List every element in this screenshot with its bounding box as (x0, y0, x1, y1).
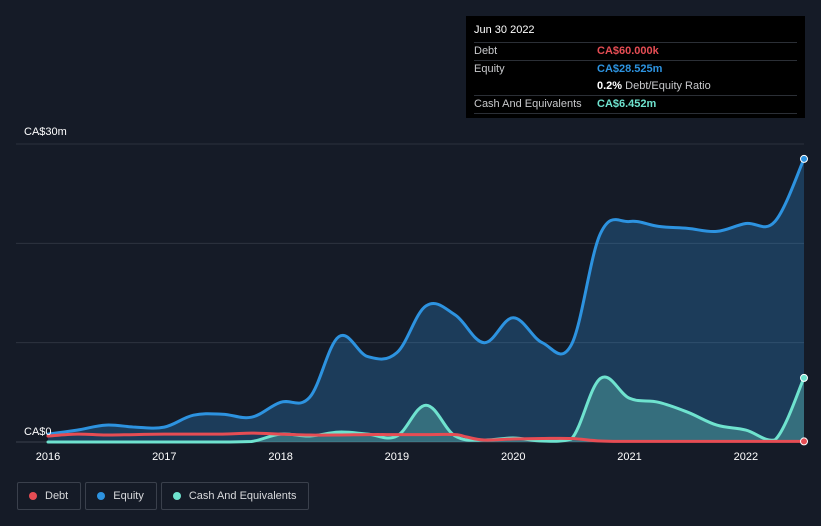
end-markers (800, 154, 808, 446)
x-tick-2020: 2020 (501, 451, 525, 463)
cash-line (46, 375, 806, 444)
tooltip-cash-label: Cash And Equivalents (474, 98, 582, 110)
debt-end-marker (800, 437, 808, 446)
x-tick-2017: 2017 (152, 451, 176, 463)
tooltip-ratio-row: 0.2% Debt/Equity Ratio (474, 78, 797, 95)
data-tooltip: Jun 30 2022 Debt CA$60.000k Equity CA$28… (466, 16, 805, 118)
y-axis-max-label: CA$30m (24, 126, 67, 138)
chart-legend: Debt Equity Cash And Equivalents (17, 482, 313, 510)
x-tick-2016: 2016 (36, 451, 60, 463)
x-tick-2018: 2018 (268, 451, 292, 463)
cash-end-marker (800, 373, 808, 382)
debt-line (46, 431, 806, 443)
equity-area (48, 158, 804, 442)
legend-item-debt[interactable]: Debt (17, 482, 82, 510)
tooltip-debt-row: Debt CA$60.000k (474, 42, 797, 60)
tooltip-equity-label: Equity (474, 63, 505, 75)
tooltip-ratio-value: 0.2% (597, 80, 623, 92)
x-axis-ticks: 2016 2017 2018 2019 2020 2021 2022 (36, 451, 758, 463)
tooltip-ratio: 0.2% Debt/Equity Ratio (597, 78, 711, 95)
series-lines (46, 157, 806, 444)
legend-debt-label: Debt (45, 490, 69, 502)
cash-dot-icon (172, 492, 181, 500)
tooltip-debt-label: Debt (474, 45, 498, 57)
legend-equity-label: Equity (113, 490, 144, 502)
cash-area (48, 376, 804, 442)
legend-item-equity[interactable]: Equity (85, 482, 157, 510)
tooltip-equity-row: Equity CA$28.525m (474, 60, 797, 78)
legend-cash-label: Cash And Equivalents (188, 490, 297, 502)
x-tick-2021: 2021 (617, 451, 641, 463)
tooltip-ratio-label: Debt/Equity Ratio (625, 80, 711, 92)
legend-item-cash[interactable]: Cash And Equivalents (160, 482, 310, 510)
debt-dot-icon (29, 492, 37, 500)
x-tick-2022: 2022 (734, 451, 758, 463)
series-areas (48, 158, 804, 442)
equity-end-marker (800, 154, 808, 163)
x-tick-2019: 2019 (385, 451, 409, 463)
tooltip-equity-value: CA$28.525m (597, 63, 663, 75)
tooltip-debt-value: CA$60.000k (597, 45, 659, 57)
tooltip-date: Jun 30 2022 (474, 24, 535, 36)
tooltip-cash-row: Cash And Equivalents CA$6.452m (474, 95, 797, 114)
equity-line (46, 157, 806, 436)
equity-dot-icon (97, 492, 106, 500)
tooltip-cash-value: CA$6.452m (597, 98, 657, 110)
y-axis-min-label: CA$0 (24, 426, 52, 438)
